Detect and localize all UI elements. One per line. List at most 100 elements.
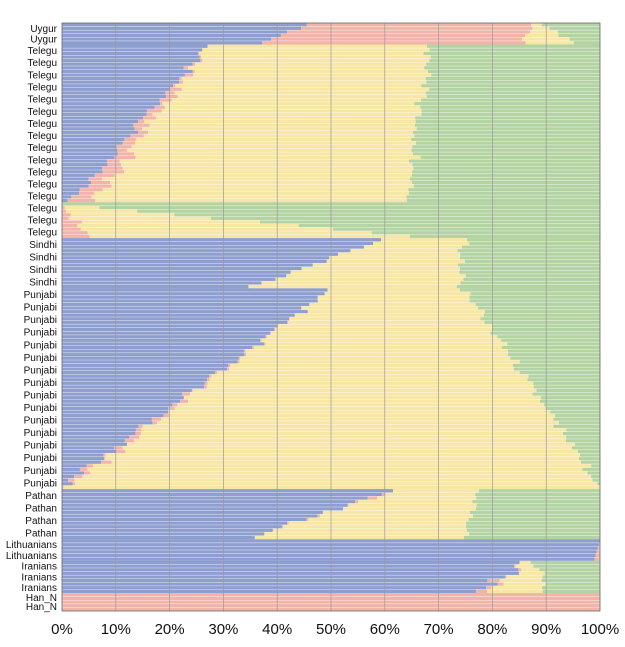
segment-green [416,141,600,145]
segment-pink [475,589,487,594]
segment-yellow [301,266,460,271]
segment-yellow [254,535,464,540]
segment-blue [62,152,118,156]
segment-blue [62,442,128,447]
segment-pink [486,585,492,590]
segment-pink [347,503,349,508]
segment-pink [124,438,135,443]
segment-blue [62,252,339,257]
segment-yellow [530,30,558,34]
population-label: Punjabi [24,478,57,489]
segment-blue [62,542,599,547]
segment-green [465,524,600,529]
segment-blue [62,517,307,522]
segment-blue [62,80,180,85]
segment-green [470,291,600,296]
segment-pink [207,377,210,382]
segment-blue [62,524,282,529]
segment-green [501,338,600,343]
segment-blue [62,94,167,99]
segment-yellow [265,342,508,346]
segment-pink [294,313,296,318]
segment-pink [598,542,600,547]
population-label: Telegu [28,70,57,81]
segment-green [411,148,600,153]
segment-blue [62,187,80,192]
segment-green [463,277,600,282]
segment-yellow [174,406,547,411]
segment-yellow [156,116,416,120]
segment-green [412,152,600,156]
segment-yellow [121,162,413,167]
segment-blue [62,141,123,145]
segment-pink [134,126,143,131]
population-label: Punjabi [24,365,57,376]
population-label: Pathan [25,516,57,527]
segment-yellow [350,248,458,253]
population-label: Punjabi [24,428,57,439]
segment-blue [62,162,108,167]
segment-pink [518,567,522,572]
segment-green [414,134,600,138]
segment-blue [62,98,160,102]
segment-yellow [290,270,460,275]
segment-green [528,374,600,379]
segment-pink [115,449,126,454]
segment-yellow [124,170,413,174]
segment-yellow [273,528,467,533]
segment-blue [62,155,115,160]
segment-blue [62,170,103,174]
x-tick-label: 50% [316,621,346,638]
segment-yellow [181,87,430,92]
segment-pink [71,195,92,199]
segment-pink [62,205,65,210]
segment-yellow [193,73,432,77]
segment-blue [62,83,174,88]
segment-green [412,170,600,174]
segment-yellow [183,80,427,85]
segment-pink [101,166,123,171]
segment-blue [62,392,183,396]
segment-blue [62,245,364,249]
segment-green [569,37,600,41]
segment-pink [74,474,83,479]
segment-green [510,356,600,361]
segment-yellow [202,48,430,52]
segment-green [555,413,600,418]
segment-pink [103,453,106,457]
segment-blue [62,23,307,27]
x-axis-ticks: 0% 10% 20% 30% 40% 50% 60% 70% 80% 90% 100% [51,621,619,638]
segment-yellow [261,338,502,343]
segment-pink [62,485,64,490]
segment-blue [62,349,244,353]
segment-green [550,410,600,414]
segment-yellow [348,503,477,508]
segment-blue [62,166,102,171]
segment-green [542,575,600,579]
segment-green [507,352,600,357]
x-tick-label: 80% [477,621,507,638]
segment-blue [62,177,89,181]
segment-yellow [308,517,469,522]
segment-pink [62,230,88,235]
segment-yellow [385,492,476,497]
segment-yellow [75,481,598,486]
segment-yellow [142,424,554,429]
segment-yellow [110,180,412,185]
segment-green [371,230,600,235]
segment-blue [62,428,136,432]
segment-green [565,438,600,443]
segment-green [577,449,600,454]
segment-green [259,220,600,224]
segment-pink [180,399,189,404]
segment-blue [62,492,382,497]
segment-blue [62,263,313,267]
segment-yellow [90,471,588,475]
population-label: Iranians [21,572,57,583]
segment-green [484,309,600,314]
segment-blue [62,424,139,429]
segment-blue [62,109,147,113]
plot-frame [61,22,601,612]
segment-pink [62,213,71,217]
segment-green [478,489,600,493]
